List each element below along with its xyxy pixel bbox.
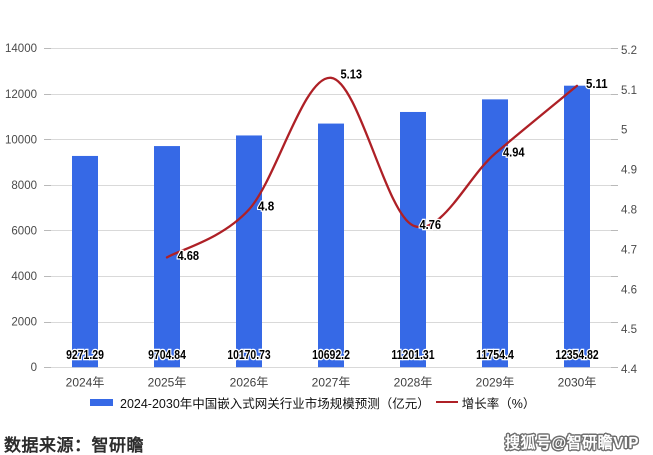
right-axis-tick-label: 4.6 (621, 284, 637, 296)
right-axis-tick-label: 4.5 (621, 324, 637, 336)
x-axis-category-label: 2030年 (558, 376, 597, 390)
left-axis-tick-label: 4000 (11, 271, 37, 283)
bar (482, 99, 508, 368)
legend-line-label[interactable]: 增长率（%） (461, 396, 536, 411)
bar (564, 85, 590, 368)
line-value-label: 4.8 (258, 200, 274, 214)
bar-value-label: 9271.29 (66, 348, 104, 362)
sohu-watermark: 搜狐号@智研瞻VIP (505, 435, 639, 452)
bar (400, 111, 426, 368)
line-value-label: 5.13 (341, 67, 363, 81)
bar-value-label: 12354.82 (555, 348, 598, 362)
right-axis-tick-label: 5.2 (621, 45, 637, 57)
right-axis-tick-label: 5 (621, 125, 627, 137)
right-axis-tick-label: 4.8 (621, 205, 637, 217)
line-value-label: 4.76 (420, 218, 442, 232)
bar-value-label: 10692.2 (312, 348, 350, 362)
bar (72, 155, 98, 368)
legend: 2024-2030年中国嵌入式网关行业市场规模预测（亿元） 增长率（%） (90, 394, 536, 411)
x-axis-category-label: 2028年 (394, 376, 433, 390)
bar-value-label: 10170.73 (227, 348, 270, 362)
line-value-label: 5.11 (586, 77, 608, 91)
bar (318, 123, 344, 368)
legend-line-swatch[interactable] (435, 400, 458, 404)
x-axis-category-label: 2025年 (148, 376, 187, 390)
line-value-label: 4.94 (503, 146, 525, 160)
legend-bar-label[interactable]: 2024-2030年中国嵌入式网关行业市场规模预测（亿元） (120, 396, 430, 411)
right-axis-tick-label: 5.1 (621, 85, 637, 97)
left-axis-tick-label: 12000 (5, 89, 37, 101)
bar-value-label: 11754.4 (476, 348, 514, 362)
bar (236, 135, 262, 368)
right-axis-tick-label: 4.9 (621, 165, 637, 177)
data-source-note: 数据来源：智研瞻 (4, 436, 144, 455)
right-axis-tick-label: 4.7 (621, 244, 637, 256)
legend-bar-swatch[interactable] (90, 398, 113, 406)
left-axis-tick-label: 14000 (5, 43, 37, 55)
left-axis-tick-label: 6000 (11, 225, 37, 237)
left-axis-tick-label: 2000 (11, 317, 37, 329)
x-axis-category-label: 2026年 (230, 376, 269, 390)
x-axis-category-label: 2024年 (66, 376, 105, 390)
left-axis-tick-label: 10000 (5, 134, 37, 146)
bar-value-label: 9704.84 (148, 348, 186, 362)
left-axis-tick-label: 0 (31, 362, 37, 374)
line-value-label: 4.68 (178, 249, 200, 263)
x-axis-category-label: 2029年 (476, 376, 515, 390)
left-axis-tick-label: 8000 (11, 180, 37, 192)
x-axis-category-label: 2027年 (312, 376, 351, 390)
right-axis-tick-label: 4.4 (621, 364, 638, 376)
bar-value-label: 11201.31 (391, 348, 434, 362)
growth-rate-line (165, 76, 579, 259)
